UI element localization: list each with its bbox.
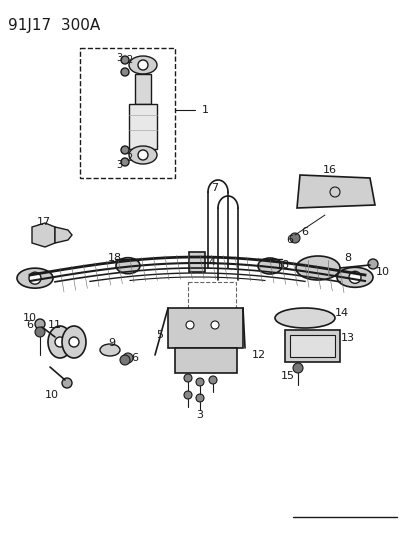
Ellipse shape	[184, 391, 192, 399]
Text: 91J17  300A: 91J17 300A	[8, 18, 100, 33]
Ellipse shape	[196, 394, 204, 402]
Ellipse shape	[100, 344, 120, 356]
Ellipse shape	[17, 268, 53, 288]
Ellipse shape	[275, 308, 335, 328]
Text: 12: 12	[252, 350, 266, 360]
Ellipse shape	[211, 321, 219, 329]
Text: 5: 5	[156, 330, 163, 340]
Ellipse shape	[138, 150, 148, 160]
Ellipse shape	[48, 326, 72, 358]
Text: 10: 10	[23, 313, 37, 323]
Polygon shape	[32, 223, 55, 247]
Text: 16: 16	[323, 165, 337, 175]
Bar	[188, 282, 236, 312]
Ellipse shape	[62, 326, 86, 358]
Ellipse shape	[69, 337, 79, 347]
Text: 11: 11	[48, 320, 62, 330]
Ellipse shape	[121, 56, 129, 64]
Ellipse shape	[123, 353, 133, 363]
Text: 10: 10	[45, 390, 59, 400]
Bar	[135, 74, 151, 104]
Bar	[80, 48, 175, 178]
Ellipse shape	[121, 146, 129, 154]
Bar	[175, 348, 237, 373]
Text: 13: 13	[341, 333, 355, 343]
Ellipse shape	[35, 319, 45, 329]
Text: 9: 9	[108, 338, 115, 348]
Text: 3: 3	[196, 410, 203, 420]
Bar	[189, 252, 205, 272]
Text: 1: 1	[202, 105, 209, 115]
Text: 7: 7	[211, 183, 219, 193]
Ellipse shape	[296, 256, 340, 280]
Ellipse shape	[120, 355, 130, 365]
Ellipse shape	[196, 378, 204, 386]
Text: 3: 3	[116, 160, 122, 170]
Ellipse shape	[209, 376, 217, 384]
Polygon shape	[297, 175, 375, 208]
Text: 2: 2	[126, 55, 132, 65]
Ellipse shape	[368, 259, 378, 269]
Text: 10: 10	[376, 267, 390, 277]
Ellipse shape	[337, 268, 373, 287]
Ellipse shape	[35, 327, 45, 337]
Ellipse shape	[129, 56, 157, 74]
Ellipse shape	[55, 337, 65, 347]
Ellipse shape	[116, 257, 140, 273]
Text: 3: 3	[116, 53, 122, 63]
Text: 2: 2	[126, 153, 132, 163]
Bar	[168, 308, 243, 348]
Text: 18: 18	[108, 253, 122, 263]
Bar	[129, 104, 157, 149]
Ellipse shape	[121, 68, 129, 76]
Ellipse shape	[349, 271, 361, 284]
Bar	[285, 330, 340, 362]
Ellipse shape	[184, 374, 192, 382]
Ellipse shape	[138, 60, 148, 70]
Text: 8: 8	[344, 253, 352, 263]
Ellipse shape	[186, 321, 194, 329]
Text: 4: 4	[209, 257, 216, 267]
Text: 17: 17	[37, 217, 51, 227]
Ellipse shape	[290, 233, 300, 243]
Polygon shape	[55, 227, 72, 243]
Text: 6: 6	[302, 227, 308, 237]
Ellipse shape	[258, 258, 282, 274]
Text: 18: 18	[276, 260, 290, 270]
Ellipse shape	[121, 158, 129, 166]
Text: 6: 6	[26, 320, 34, 330]
Bar	[290, 335, 335, 357]
Text: 15: 15	[281, 371, 295, 381]
Text: 14: 14	[335, 308, 349, 318]
Ellipse shape	[62, 378, 72, 388]
Text: 6: 6	[286, 235, 294, 245]
Ellipse shape	[129, 146, 157, 164]
Ellipse shape	[293, 363, 303, 373]
Text: 6: 6	[132, 353, 138, 363]
Ellipse shape	[29, 272, 41, 284]
